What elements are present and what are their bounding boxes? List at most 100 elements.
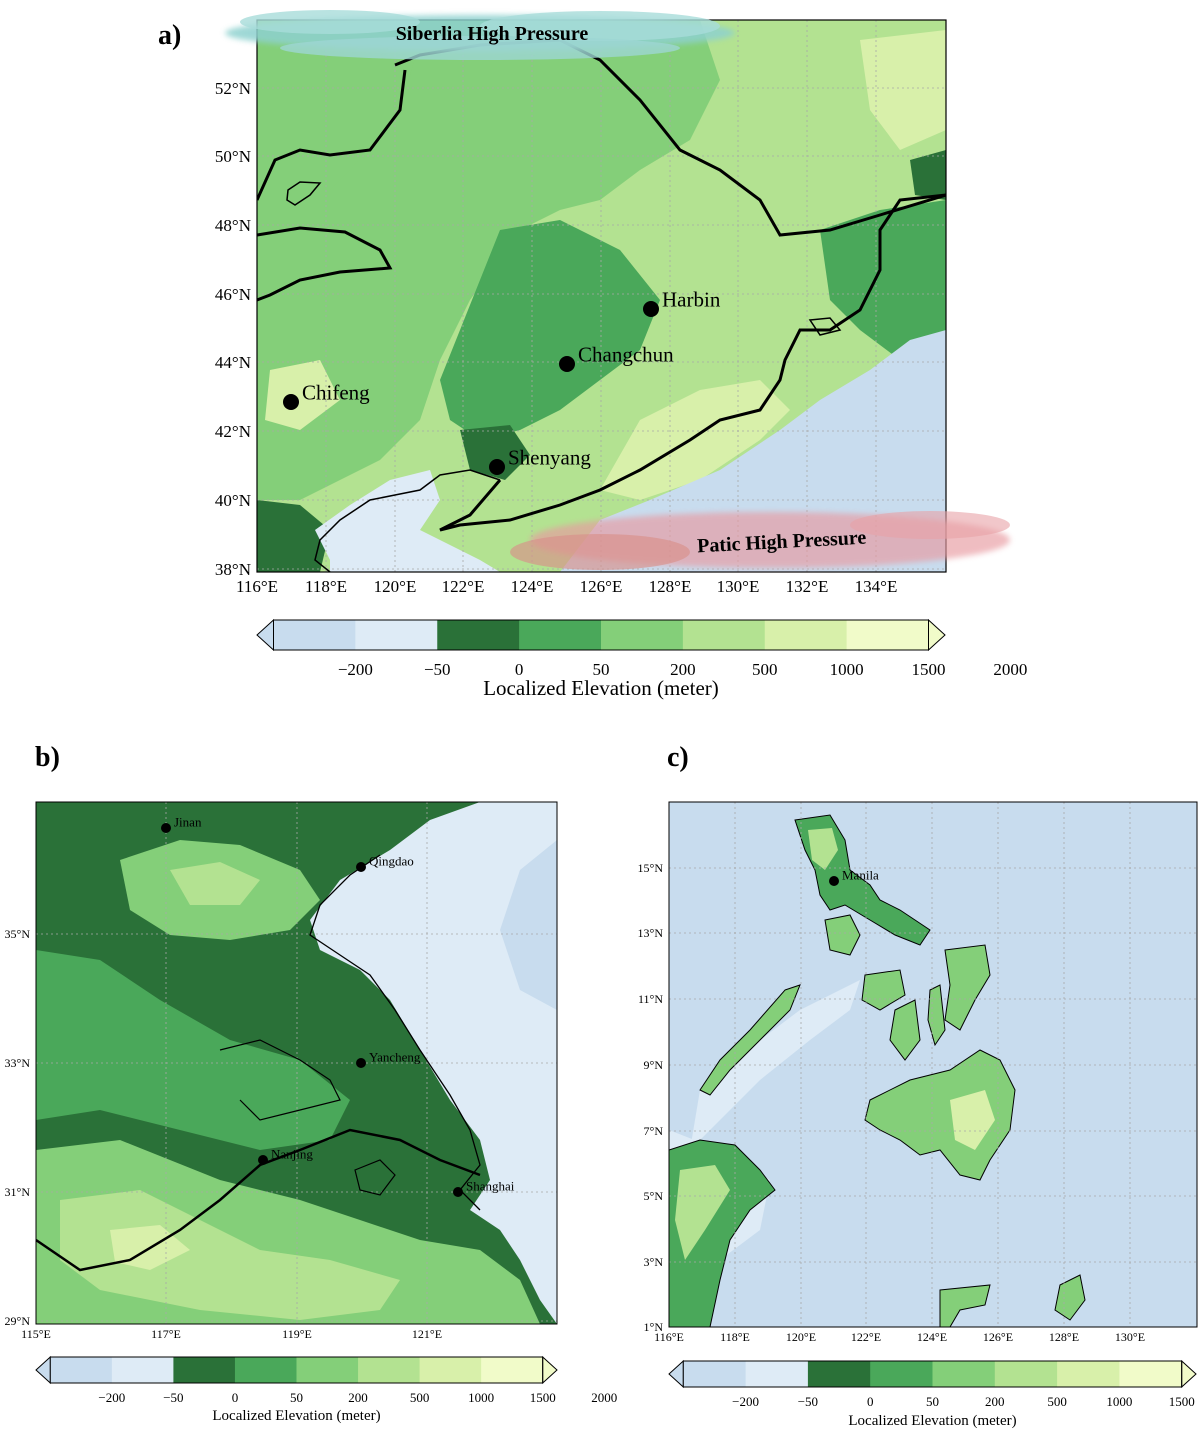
colorbar-extend-low bbox=[668, 1359, 684, 1389]
colorbar-tick-label: 50 bbox=[926, 1394, 939, 1409]
lat-tick-label: 15°N bbox=[638, 861, 664, 875]
colorbar-label: Localized Elevation (meter) bbox=[848, 1413, 1016, 1429]
colorbar-tick-label: 2000 bbox=[993, 660, 1027, 679]
lake-a bbox=[286, 181, 322, 206]
border-line-a4 bbox=[439, 193, 946, 532]
city-marker bbox=[356, 1058, 366, 1068]
lat-tick-label: 9°N bbox=[644, 1058, 664, 1072]
lon-tick-label: 118°E bbox=[720, 1330, 750, 1344]
lon-tick-label: 116°E bbox=[654, 1330, 684, 1344]
city-marker bbox=[489, 459, 505, 475]
city-label: Shanghai bbox=[466, 1179, 515, 1194]
colorbar-swatch bbox=[437, 620, 520, 650]
lon-tick-label: 130°E bbox=[717, 577, 760, 596]
city-marker bbox=[829, 876, 839, 886]
pacific-high-cloud bbox=[510, 511, 1010, 570]
colorbar-swatch bbox=[173, 1357, 236, 1383]
map-panel-a: Harbin Changchun Chifeng Shenyang Siberlia … bbox=[215, 10, 1027, 700]
lon-tick-label: 121°E bbox=[412, 1327, 442, 1341]
colorbar-swatch bbox=[932, 1361, 996, 1387]
deep-sea-b bbox=[500, 840, 557, 1010]
lon-tick-label: 117°E bbox=[151, 1327, 181, 1341]
luzon-highlands bbox=[808, 828, 838, 870]
lat-tick-label: 40°N bbox=[215, 491, 251, 510]
cities-a: Harbin Changchun Chifeng Shenyang bbox=[283, 288, 721, 475]
colorbar-swatch bbox=[870, 1361, 933, 1387]
lake-a2 bbox=[808, 317, 842, 336]
lat-tick-label: 52°N bbox=[215, 79, 251, 98]
city-label: Yancheng bbox=[369, 1050, 421, 1065]
colorbar-tick-label: 1000 bbox=[1106, 1394, 1132, 1409]
bohai-sea-a bbox=[315, 470, 500, 572]
mindanao-island bbox=[864, 1049, 1016, 1181]
mountains-high-a3 bbox=[265, 360, 340, 430]
lat-tick-label: 13°N bbox=[638, 926, 664, 940]
river-b2 bbox=[219, 1039, 341, 1121]
panel-c-label: c) bbox=[667, 742, 689, 773]
lat-tick-label: 5°N bbox=[644, 1189, 664, 1203]
colorbar-tick-label: 200 bbox=[670, 660, 696, 679]
mindanao-highlands bbox=[950, 1090, 995, 1150]
border-line-a3 bbox=[257, 226, 393, 302]
city-label: Jinan bbox=[174, 815, 202, 830]
graticule-a bbox=[257, 20, 946, 572]
panel-b-label: b) bbox=[35, 742, 60, 773]
colorbar-a: −200 −50 0 50 200 500 1000 1500 2000 Localized El… bbox=[256, 618, 1027, 700]
colorbar-frame bbox=[682, 1360, 1183, 1388]
colorbar-extend-low bbox=[35, 1355, 51, 1385]
lat-tick-label: 44°N bbox=[215, 353, 251, 372]
colorbar-tick-label: 1000 bbox=[468, 1390, 494, 1405]
colorbar-frame bbox=[49, 1356, 544, 1384]
graticule-c bbox=[669, 802, 1197, 1327]
siberia-high-label: Siberlia High Pressure bbox=[396, 23, 589, 45]
lat-tick-label: 1°N bbox=[644, 1320, 664, 1334]
panel-a-label: a) bbox=[158, 20, 182, 51]
colorbar-tick-label: 500 bbox=[1047, 1394, 1067, 1409]
lat-tick-label: 50°N bbox=[215, 147, 251, 166]
lon-tick-label: 132°E bbox=[786, 577, 829, 596]
lat-tick-label: 35°N bbox=[5, 927, 31, 941]
colorbar-extend-high bbox=[542, 1355, 558, 1385]
colorbar-swatch bbox=[1119, 1361, 1183, 1387]
colorbar-extend-high bbox=[928, 618, 946, 652]
lat-tick-label: 46°N bbox=[215, 285, 251, 304]
lon-tick-label: 118°E bbox=[305, 577, 347, 596]
lon-tick-label: 119°E bbox=[282, 1327, 312, 1341]
shandong-peaks-b bbox=[170, 862, 260, 905]
colorbar-tick-label: −200 bbox=[338, 660, 373, 679]
colorbar-tick-label: 500 bbox=[410, 1390, 430, 1405]
lat-tick-label: 31°N bbox=[5, 1185, 31, 1199]
colorbar-tick-label: 0 bbox=[867, 1394, 874, 1409]
colorbar-tick-label: 0 bbox=[515, 660, 524, 679]
halmahera-land bbox=[1054, 1274, 1086, 1321]
frame-b bbox=[35, 801, 558, 1325]
colorbar-swatch bbox=[355, 620, 438, 650]
lat-tick-label: 42°N bbox=[215, 422, 251, 441]
city-marker bbox=[161, 823, 171, 833]
colorbar-swatch bbox=[683, 1361, 747, 1387]
colorbar-label: Localized Elevation (meter) bbox=[483, 676, 719, 700]
city-marker bbox=[283, 394, 299, 410]
colorbar-swatch bbox=[481, 1357, 544, 1383]
palawan-island bbox=[699, 984, 801, 1096]
colorbar-swatch bbox=[807, 1361, 871, 1387]
colorbar-b: −200 −50 0 50 200 500 1000 1500 2000 Localized El… bbox=[35, 1355, 617, 1424]
city-label: Harbin bbox=[662, 288, 721, 312]
colorbar-tick-label: 1500 bbox=[1169, 1394, 1195, 1409]
borneo-highlands bbox=[675, 1165, 730, 1260]
lon-tick-label: 126°E bbox=[983, 1330, 1013, 1344]
colorbar-swatch bbox=[601, 620, 684, 650]
colorbar-frame bbox=[273, 619, 929, 651]
lowland-a bbox=[460, 425, 530, 480]
city-marker bbox=[643, 301, 659, 317]
lon-tick-label: 128°E bbox=[1049, 1330, 1079, 1344]
siberia-high-cloud bbox=[225, 10, 735, 60]
lake-b bbox=[354, 1159, 396, 1196]
northeast-lowland-a bbox=[820, 200, 946, 360]
city-label: Changchun bbox=[578, 343, 674, 367]
cebu-island bbox=[927, 984, 946, 1047]
colorbar-swatch bbox=[1057, 1361, 1120, 1387]
